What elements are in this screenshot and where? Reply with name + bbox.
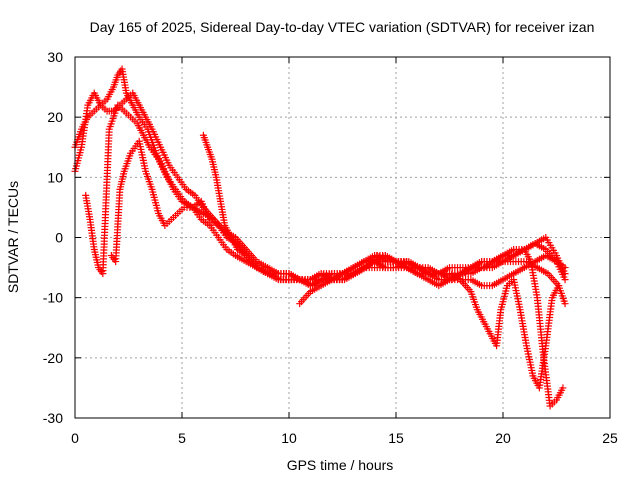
y-tick-label: 0 xyxy=(55,230,63,246)
chart-title: Day 165 of 2025, Sidereal Day-to-day VTE… xyxy=(90,19,595,35)
y-tick-label: 20 xyxy=(47,109,63,125)
x-tick-label: 15 xyxy=(388,430,404,446)
x-tick-label: 25 xyxy=(602,430,618,446)
y-tick-label: -10 xyxy=(43,290,63,306)
x-tick-label: 10 xyxy=(281,430,297,446)
data-point xyxy=(561,276,569,284)
grid xyxy=(75,57,610,418)
x-axis-label: GPS time / hours xyxy=(287,457,394,473)
data-point xyxy=(561,300,569,308)
data-point xyxy=(559,384,567,392)
y-tick-label: 10 xyxy=(47,169,63,185)
data-markers xyxy=(71,65,569,410)
tick-labels: 0 5 10 15 20 25 30 20 10 0 -10 -20 -30 xyxy=(43,49,618,446)
data-point xyxy=(555,282,563,290)
x-tick-label: 0 xyxy=(71,430,79,446)
series-track-5 xyxy=(199,131,567,410)
x-tick-label: 20 xyxy=(495,430,511,446)
series-track-6 xyxy=(296,252,563,392)
y-tick-label: -30 xyxy=(43,410,63,426)
y-tick-label: -20 xyxy=(43,350,63,366)
tick-marks xyxy=(74,56,611,419)
y-axis-label: SDTVAR / TECUs xyxy=(5,181,21,293)
y-tick-label: 30 xyxy=(47,49,63,65)
data-point xyxy=(561,264,569,272)
x-tick-label: 5 xyxy=(178,430,186,446)
